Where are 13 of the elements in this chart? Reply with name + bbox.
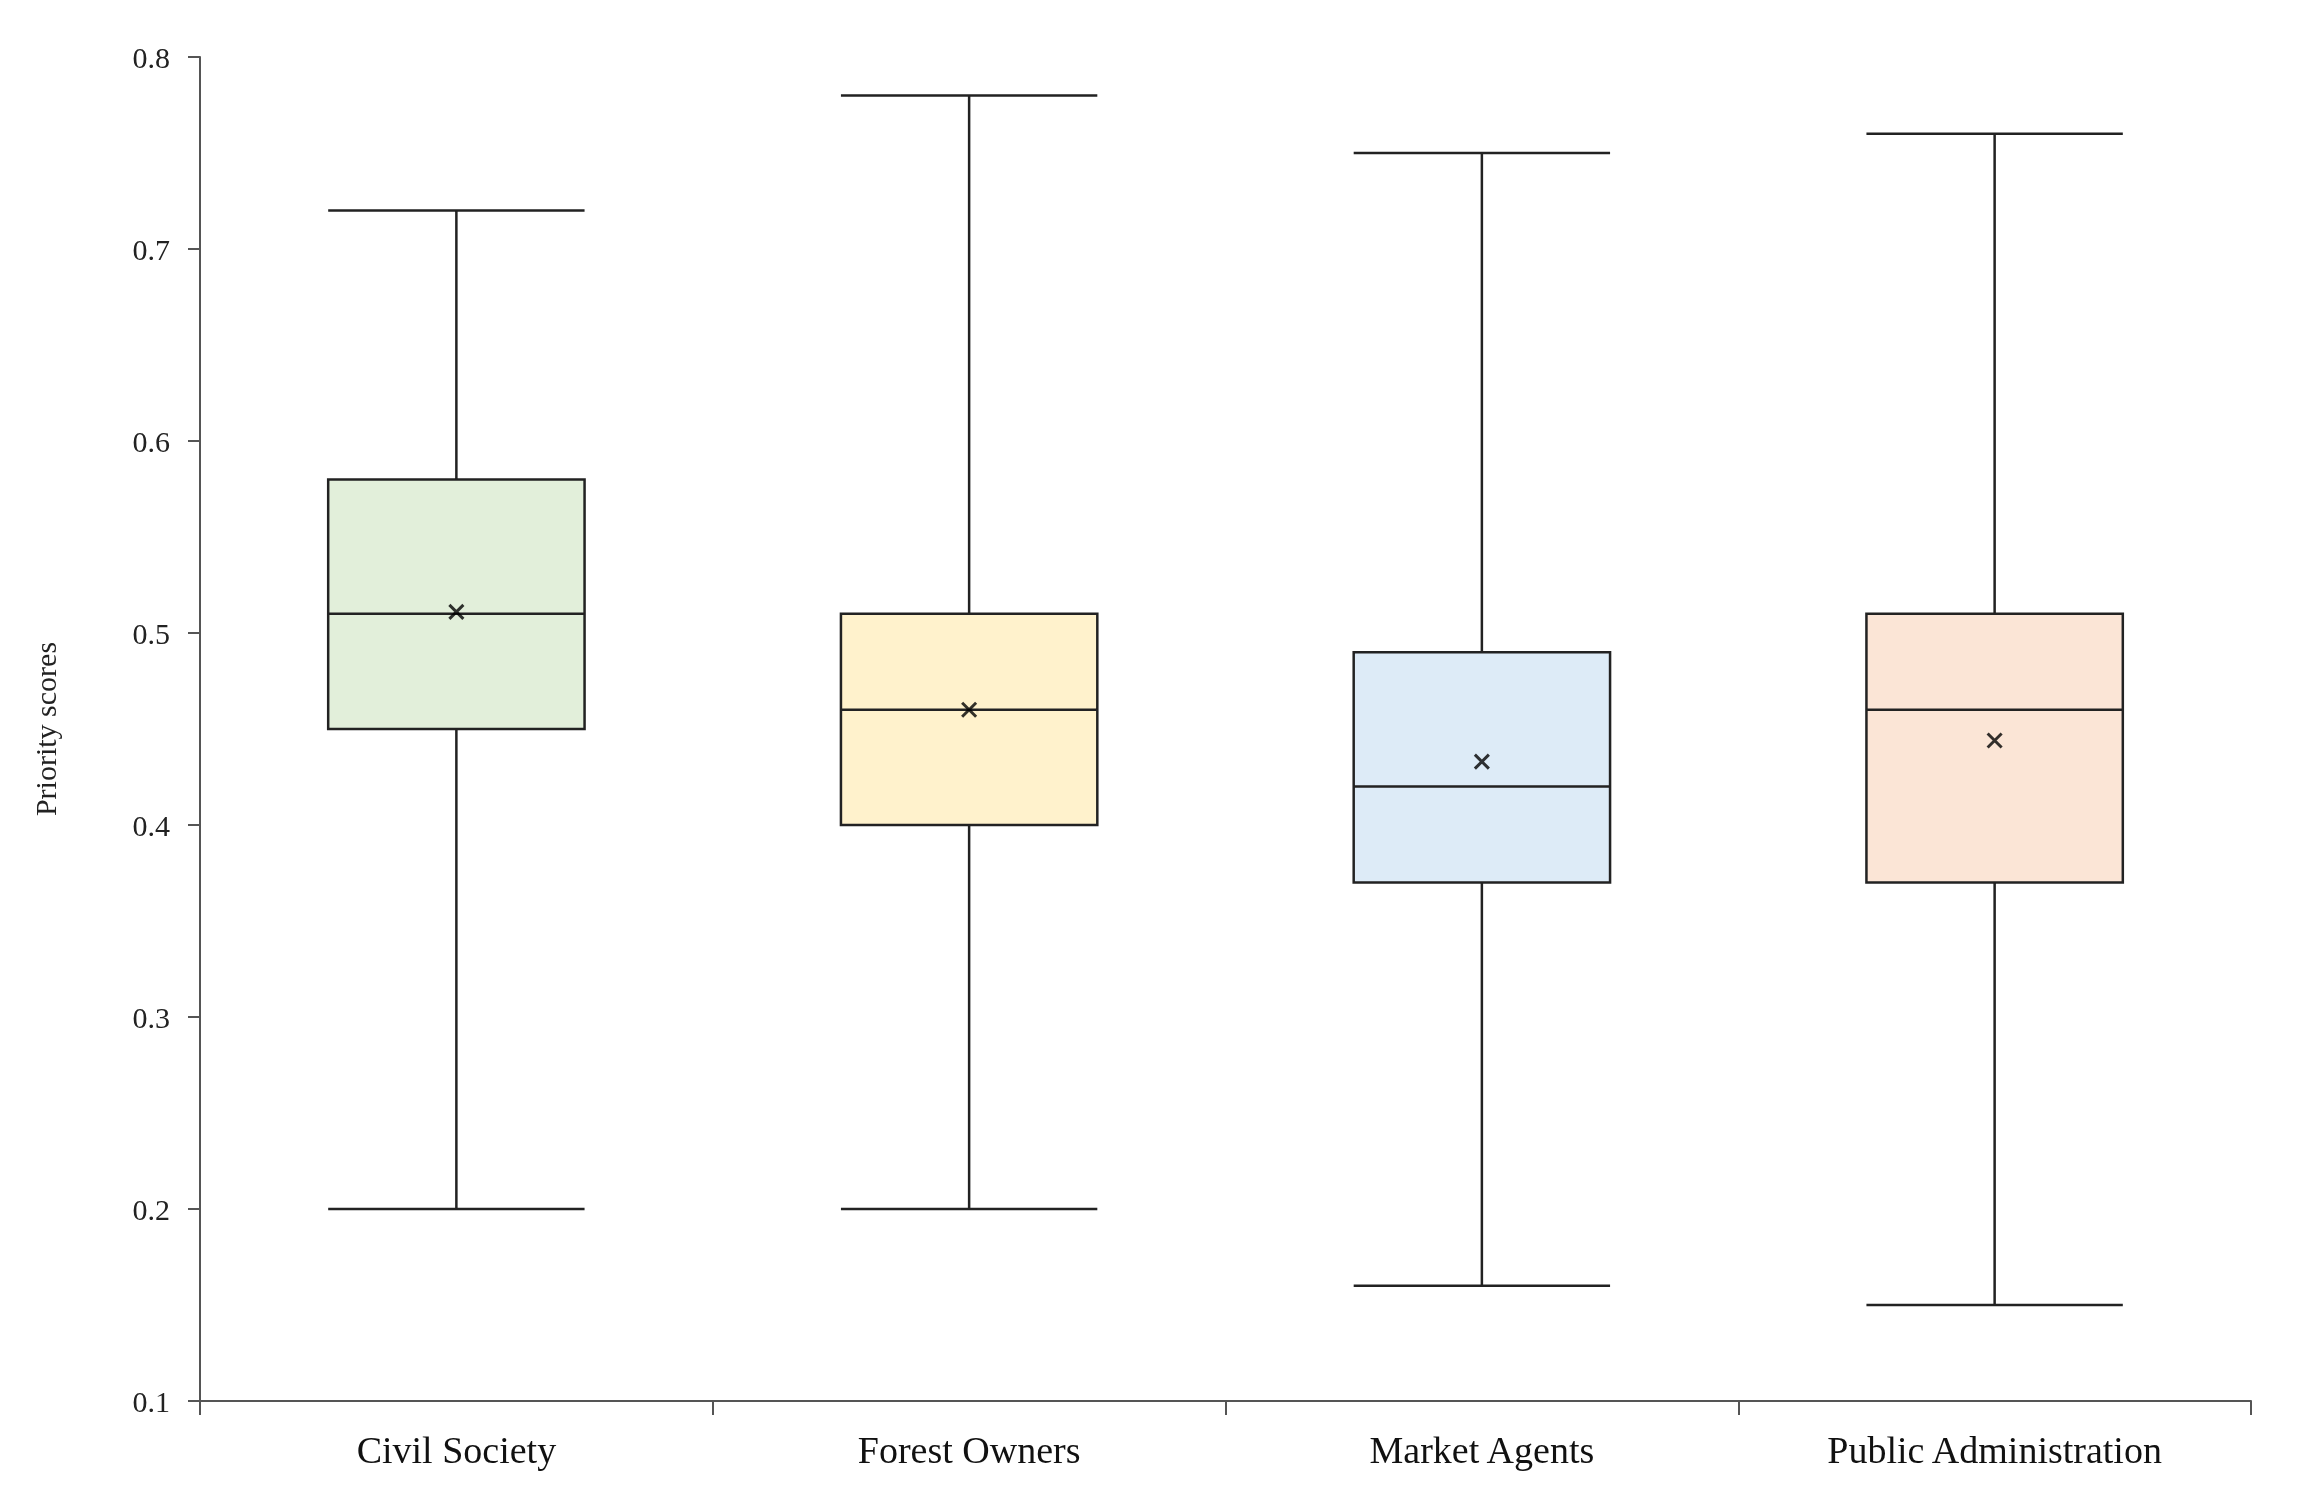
x-tick-label: Forest Owners xyxy=(857,1429,1081,1471)
y-tick-label: 0.6 xyxy=(132,424,170,458)
y-tick-label: 0.7 xyxy=(132,232,170,266)
y-tick-label: 0.1 xyxy=(132,1384,170,1418)
x-tick-label: Public Administration xyxy=(1827,1429,2162,1471)
y-tick-label: 0.8 xyxy=(132,40,170,74)
y-tick-label: 0.3 xyxy=(132,1000,170,1034)
y-tick-label: 0.2 xyxy=(132,1192,170,1226)
y-axis-title: Priority scores xyxy=(28,641,62,817)
x-tick-label: Market Agents xyxy=(1369,1429,1595,1471)
y-tick-label: 0.4 xyxy=(132,808,170,842)
x-tick-label: Civil Society xyxy=(356,1429,557,1471)
y-tick-label: 0.5 xyxy=(132,616,170,650)
